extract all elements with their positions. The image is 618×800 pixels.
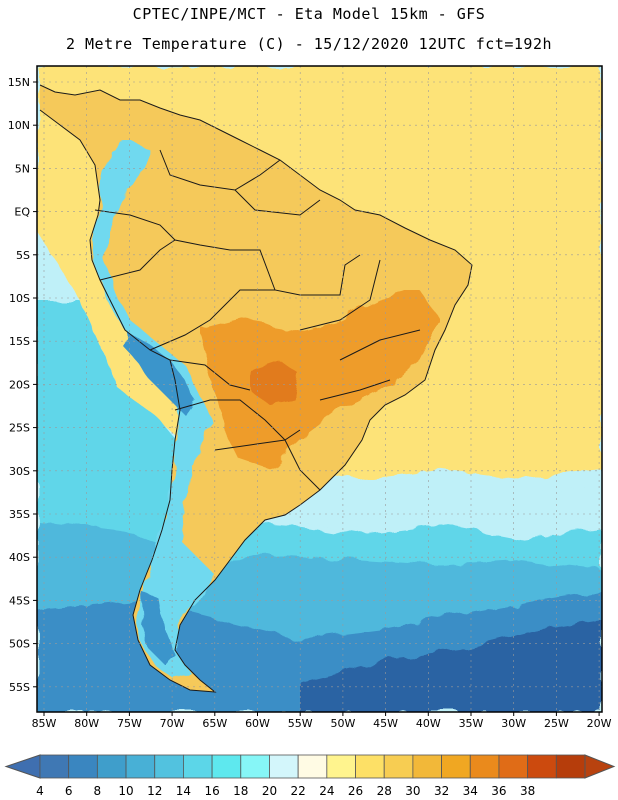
colorbar-label: 16 — [204, 784, 219, 798]
colorbar-label: 14 — [176, 784, 191, 798]
colorbar-label: 24 — [319, 784, 334, 798]
colorbar-labels: 4 6 8 10 12 14 16 18 20 22 24 26 28 30 32 34 36 38 — [36, 784, 535, 798]
graticule — [37, 66, 602, 712]
latitude-ticks: 15N 10N 5N EQ 5S 10S 15S 20S 25S 30S 35S 40S 45S 50S 5… — [8, 76, 37, 694]
lat-tick-label: 25S — [9, 422, 30, 435]
colorbar-cell — [68, 754, 98, 779]
lat-tick-label: 50S — [9, 638, 30, 651]
colorbar-label: 10 — [118, 784, 133, 798]
lon-tick-label: 40W — [416, 717, 441, 730]
lat-tick-label: 5S — [16, 249, 30, 262]
lon-tick-label: 35W — [459, 717, 484, 730]
colorbar-label: 30 — [405, 784, 420, 798]
lon-tick-label: 60W — [245, 717, 270, 730]
colorbar-cell — [441, 754, 471, 779]
lon-tick-label: 20W — [587, 717, 612, 730]
lat-tick-label: 10S — [9, 292, 30, 305]
colorbar-arrow-left — [4, 754, 41, 779]
colorbar-label: 36 — [491, 784, 506, 798]
lat-tick-label: EQ — [14, 206, 30, 219]
lon-tick-label: 45W — [373, 717, 398, 730]
lat-tick-label: 15S — [9, 335, 30, 348]
ocean-pale-band — [300, 480, 602, 530]
ocean-coldest-band — [300, 620, 602, 712]
colorbar-cell — [211, 754, 242, 779]
colorbar-cell — [154, 754, 184, 779]
colorbar-label: 34 — [463, 784, 478, 798]
lat-tick-label: 40S — [9, 551, 30, 564]
map-frame — [36, 65, 603, 713]
colorbar-cell — [355, 754, 385, 779]
colorbar-cell — [297, 754, 328, 779]
lat-tick-label: 35S — [9, 508, 30, 521]
colorbar: 4 6 8 10 12 14 16 18 20 22 24 26 28 30 32 34 36 38 — [4, 754, 616, 798]
colorbar-label: 18 — [233, 784, 248, 798]
colorbar-cell — [498, 754, 529, 779]
lat-tick-label: 5N — [15, 162, 30, 175]
colorbar-label: 12 — [147, 784, 162, 798]
colorbar-label: 8 — [94, 784, 102, 798]
colorbar-label: 4 — [36, 784, 44, 798]
colorbar-cell — [240, 754, 270, 779]
colorbar-label: 6 — [65, 784, 73, 798]
colorbar-cell — [39, 754, 70, 779]
colorbar-label: 32 — [434, 784, 449, 798]
lon-tick-label: 75W — [117, 717, 142, 730]
colorbar-label: 22 — [291, 784, 306, 798]
lon-tick-label: 85W — [32, 717, 57, 730]
lat-tick-label: 15N — [8, 76, 30, 89]
temperature-map: 15N 10N 5N EQ 5S 10S 15S 20S 25S 30S 35S 40S 45S 50S 5… — [8, 65, 612, 730]
andes-cold-band — [92, 140, 215, 680]
colorbar-cell — [183, 754, 213, 779]
colorbar-cell — [383, 754, 414, 779]
map-field — [37, 66, 602, 712]
colorbar-arrow-right — [584, 754, 616, 779]
colorbar-label: 26 — [348, 784, 363, 798]
lon-tick-label: 25W — [544, 717, 569, 730]
colorbar-cell — [555, 754, 586, 779]
title-line-1: CPTEC/INPE/MCT - Eta Model 15km - GFS — [132, 5, 486, 23]
lon-tick-label: 65W — [202, 717, 227, 730]
lat-tick-label: 20S — [9, 378, 30, 391]
colorbar-cell — [96, 754, 127, 779]
colorbar-label: 38 — [520, 784, 535, 798]
lon-tick-label: 80W — [74, 717, 99, 730]
lat-tick-label: 55S — [9, 681, 30, 694]
lon-tick-label: 30W — [501, 717, 526, 730]
colorbar-cell — [527, 754, 557, 779]
lat-tick-label: 30S — [9, 465, 30, 478]
country-borders — [39, 84, 473, 693]
lon-tick-label: 50W — [330, 717, 355, 730]
colorbar-cell — [412, 754, 442, 779]
lon-tick-label: 55W — [288, 717, 313, 730]
colorbar-cell — [469, 754, 500, 779]
colorbar-cell — [269, 754, 299, 779]
longitude-ticks: 85W 80W 75W 70W 65W 60W 55W 50W 45W 40W 35W 30W 25W 2… — [32, 712, 612, 730]
lat-tick-label: 10N — [8, 119, 30, 132]
colorbar-cells — [4, 754, 616, 779]
hottest-region — [250, 360, 300, 405]
colorbar-label: 28 — [377, 784, 392, 798]
hot-interior-region — [200, 290, 440, 470]
lat-tick-label: 45S — [9, 594, 30, 607]
colorbar-cell — [326, 754, 356, 779]
colorbar-label: 20 — [262, 784, 277, 798]
title-line-2: 2 Metre Temperature (C) - 15/12/2020 12U… — [65, 35, 553, 53]
colorbar-cell — [125, 754, 156, 779]
lon-tick-label: 70W — [160, 717, 185, 730]
